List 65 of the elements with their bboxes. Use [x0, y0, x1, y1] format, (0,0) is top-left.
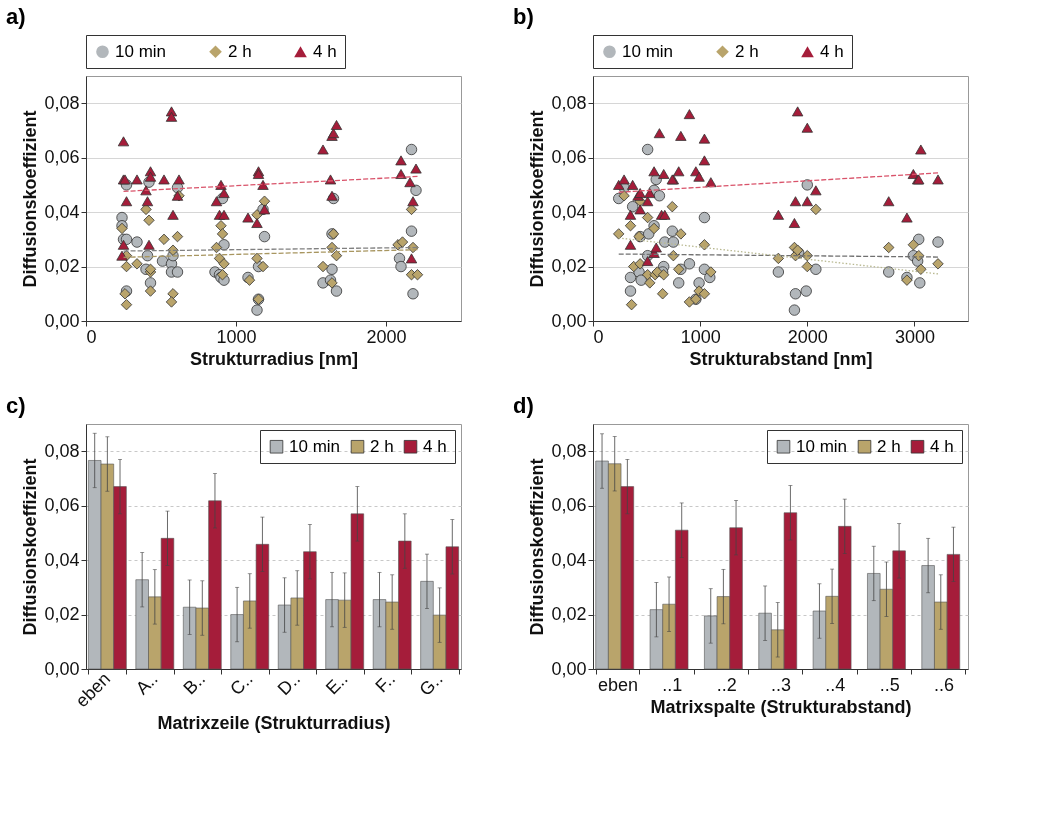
y-axis-title: Diffusionskoeffizient [20, 110, 41, 288]
y-tick-label: 0,04 [44, 549, 80, 570]
x-tick-label: 3000 [894, 326, 935, 347]
x-tick-label: ..6 [934, 674, 955, 695]
y-tick-label: 0,08 [551, 440, 587, 461]
y-tick-label: 0,02 [44, 604, 80, 625]
legend-label: 4 h [820, 41, 844, 61]
y-tick-label: 0,06 [44, 495, 80, 516]
x-tick-label: ..1 [662, 674, 683, 695]
x-tick-label: F.. [371, 668, 400, 697]
y-tick-label: 0,02 [44, 256, 80, 277]
x-axis-title: Strukturabstand [nm] [689, 348, 873, 369]
y-tick-label: 0,04 [551, 549, 587, 570]
legend-label: 4 h [423, 436, 447, 456]
x-tick-label: 0 [86, 326, 97, 347]
legend-label: 2 h [228, 41, 252, 61]
y-tick-label: 0,06 [551, 495, 587, 516]
x-tick-label: ..5 [879, 674, 900, 695]
y-tick-label: 0,00 [44, 310, 80, 331]
legend-label: 10 min [622, 41, 674, 61]
y-tick-label: 0,06 [44, 147, 80, 168]
y-axis-title: Diffusionskoeffizient [20, 458, 41, 636]
y-tick-label: 0,04 [44, 201, 80, 222]
y-tick-label: 0,00 [551, 310, 587, 331]
y-tick-label: 0,00 [44, 658, 80, 679]
x-axis-title: Matrixspalte (Strukturabstand) [650, 696, 912, 717]
y-tick-label: 0,08 [44, 92, 80, 113]
x-tick-label: ..2 [716, 674, 737, 695]
legend-label: 10 min [115, 41, 167, 61]
x-tick-label: B.. [179, 668, 210, 699]
y-tick-label: 0,08 [44, 440, 80, 461]
y-axis-title: Diffusionskoeffizient [527, 458, 548, 636]
x-tick-label: ..3 [770, 674, 792, 695]
y-tick-label: 0,08 [551, 92, 587, 113]
x-tick-label: 1000 [680, 326, 721, 347]
y-tick-label: 0,04 [551, 201, 587, 222]
x-tick-label: E.. [321, 668, 352, 699]
y-tick-label: 0,02 [551, 256, 587, 277]
chart-title: a) [6, 3, 26, 29]
legend-label: 2 h [877, 436, 901, 456]
x-tick-label: 2000 [787, 326, 828, 347]
x-axis-title: Strukturradius [nm] [189, 348, 359, 369]
chart-title: c) [6, 393, 26, 418]
x-tick-label: C.. [226, 668, 257, 700]
y-tick-label: 0,02 [551, 604, 587, 625]
y-axis-title: Diffusionskoeffizient [527, 110, 548, 288]
x-axis-title: Matrixzeile (Strukturradius) [157, 713, 391, 734]
y-tick-label: 0,06 [551, 147, 587, 168]
legend-label: 4 h [930, 436, 954, 456]
legend-label: 4 h [313, 41, 337, 61]
x-tick-label: ..4 [825, 674, 846, 695]
x-tick-label: 2000 [366, 326, 407, 347]
x-tick-label: D.. [273, 668, 305, 700]
y-tick-label: 0,00 [551, 658, 587, 679]
x-tick-label: A.. [131, 668, 162, 699]
legend-label: 10 min [289, 436, 341, 456]
x-tick-label: 0 [593, 326, 604, 347]
x-tick-label: 1000 [216, 326, 257, 347]
legend-label: 2 h [370, 436, 394, 456]
x-tick-label: G.. [415, 668, 447, 700]
legend-label: 10 min [796, 436, 848, 456]
x-tick-label: eben [597, 674, 638, 695]
chart-title: b) [513, 3, 534, 29]
legend-label: 2 h [735, 41, 759, 61]
chart-title: d) [513, 393, 534, 418]
